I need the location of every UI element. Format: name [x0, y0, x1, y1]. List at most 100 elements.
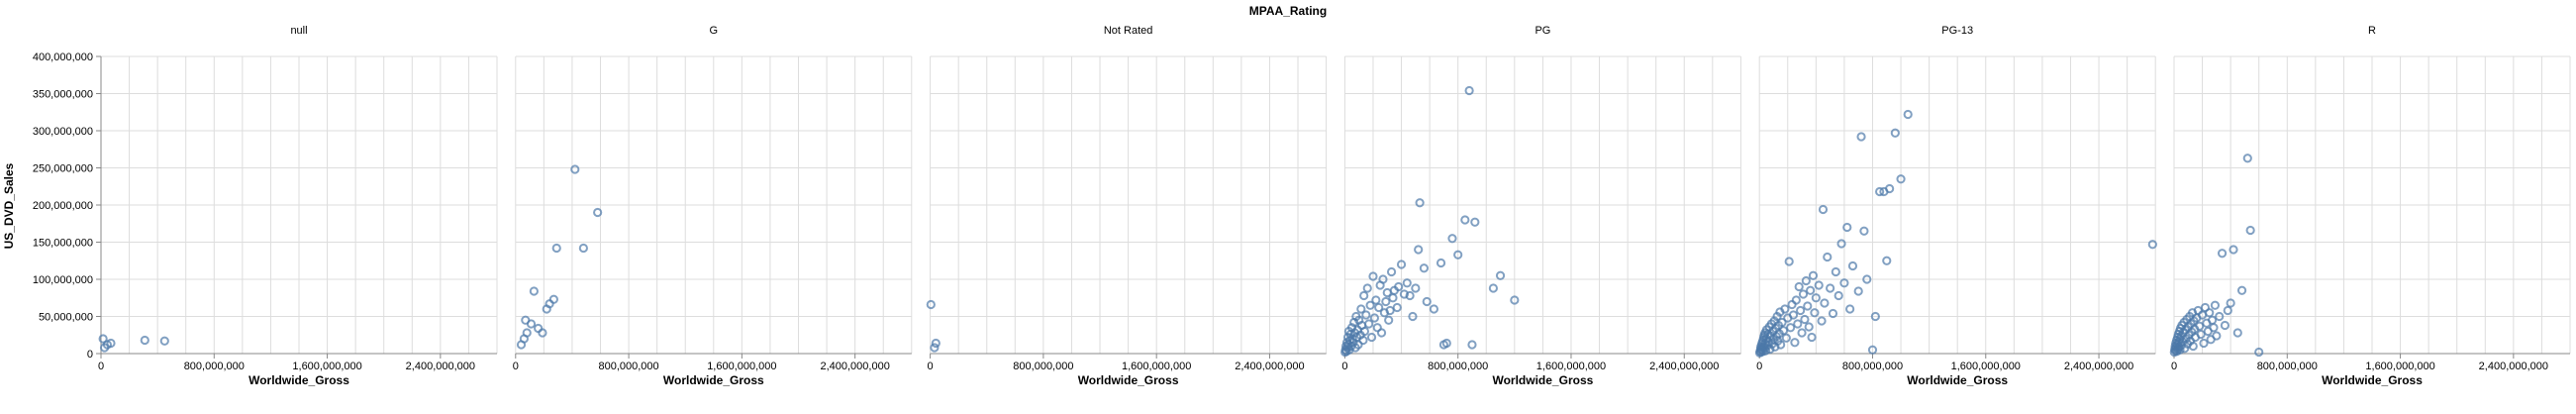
- facet-title: R: [2368, 25, 2376, 37]
- data-point: [1794, 281, 1804, 292]
- data-point: [1818, 204, 1829, 215]
- data-point: [1836, 239, 1846, 249]
- data-point: [2205, 308, 2215, 318]
- y-tick-label: 150,000,000: [33, 238, 93, 250]
- data-point: [2212, 331, 2222, 341]
- data-point: [1842, 222, 1852, 233]
- data-point: [1811, 293, 1821, 303]
- facet-title: Not Rated: [1104, 25, 1153, 37]
- data-point: [1415, 198, 1425, 208]
- data-point: [1833, 290, 1843, 301]
- data-point: [526, 319, 537, 329]
- data-point: [2188, 341, 2198, 352]
- y-axis-title: US_DVD_Sales: [2, 162, 16, 249]
- x-tick-label: 1,600,000,000: [1536, 361, 1606, 372]
- x-tick-label: 2,400,000,000: [2479, 361, 2548, 372]
- data-point: [1392, 302, 1402, 313]
- data-point: [1495, 270, 1506, 280]
- data-point: [1408, 311, 1418, 322]
- x-tick-label: 1,600,000,000: [1951, 361, 2021, 372]
- data-point: [529, 286, 539, 296]
- data-point: [1814, 280, 1824, 290]
- data-point: [1361, 310, 1371, 320]
- data-point: [1371, 295, 1381, 305]
- facet-title: null: [290, 25, 307, 37]
- facet-header-title: MPAA_Rating: [1249, 4, 1327, 18]
- x-tick-label: 800,000,000: [184, 361, 245, 372]
- data-point: [2217, 249, 2228, 259]
- y-tick-label: 400,000,000: [33, 52, 93, 63]
- x-tick-label: 800,000,000: [2257, 361, 2318, 372]
- data-point: [2242, 154, 2252, 163]
- data-point: [106, 338, 116, 349]
- data-point: [140, 335, 149, 346]
- data-point: [2209, 323, 2219, 333]
- data-point: [2210, 300, 2221, 310]
- data-point: [2220, 320, 2230, 331]
- y-tick-label: 300,000,000: [33, 126, 93, 138]
- data-point: [1429, 304, 1439, 314]
- data-point: [1364, 319, 1374, 329]
- data-point: [1780, 304, 1790, 314]
- x-axis-title: Worldwide_Gross: [2322, 373, 2423, 387]
- data-point: [1366, 332, 1377, 343]
- data-point: [1790, 338, 1800, 348]
- x-axis-title: Worldwide_Gross: [1907, 373, 2008, 387]
- data-point: [931, 338, 941, 349]
- data-point: [926, 299, 936, 310]
- data-point: [1875, 186, 1885, 197]
- data-point: [1826, 283, 1835, 293]
- data-point: [1839, 278, 1849, 288]
- data-point: [1510, 295, 1520, 305]
- data-point: [1867, 345, 1878, 355]
- facet-title: G: [710, 25, 719, 37]
- data-point: [1778, 326, 1789, 336]
- data-point: [1399, 289, 1410, 299]
- x-tick-label: 0: [1756, 361, 1762, 372]
- data-point: [1777, 317, 1787, 328]
- data-point: [1776, 340, 1786, 350]
- facet-title: PG-13: [1941, 25, 1973, 37]
- data-point: [1781, 333, 1791, 343]
- data-point: [1903, 109, 1913, 120]
- data-point: [1368, 271, 1378, 281]
- data-point: [1411, 283, 1421, 293]
- data-point: [1362, 283, 1372, 293]
- facet-panel-2: Not Rated 0 800,000,000 1,600,000,000 2,400,…: [926, 25, 1328, 387]
- facet-panel-4: PG-13 0 800,000,000 1,600,000,000 2,400,000,…: [1754, 25, 2157, 387]
- x-tick-label: 2,400,000,000: [2064, 361, 2133, 372]
- data-point: [98, 334, 108, 344]
- data-point: [1791, 295, 1801, 305]
- data-point: [1384, 315, 1394, 325]
- data-point: [1804, 322, 1814, 332]
- data-point: [1358, 335, 1368, 346]
- data-point: [1847, 260, 1858, 271]
- data-point: [1447, 234, 1457, 244]
- data-point: [1856, 132, 1866, 142]
- data-point: [2199, 338, 2209, 349]
- data-point: [548, 294, 558, 304]
- x-tick-label: 2,400,000,000: [820, 361, 889, 372]
- x-tick-label: 2,400,000,000: [1649, 361, 1719, 372]
- data-point: [159, 336, 169, 346]
- y-tick-label: 100,000,000: [33, 274, 93, 286]
- data-point: [1786, 323, 1796, 333]
- points-group: [1754, 109, 2157, 358]
- x-tick-label: 1,600,000,000: [707, 361, 776, 372]
- data-point: [1885, 183, 1895, 194]
- data-point: [1359, 290, 1369, 301]
- data-point: [1806, 285, 1816, 295]
- data-point: [570, 164, 580, 174]
- data-point: [1396, 259, 1407, 269]
- data-point: [1386, 266, 1397, 277]
- data-point: [1896, 174, 1906, 184]
- data-point: [2196, 329, 2206, 340]
- data-point: [2229, 245, 2238, 255]
- facets-group: null 0 800,000,000 1,600,000,000 2,400,000,0…: [33, 25, 2571, 387]
- y-tick-label: 200,000,000: [33, 200, 93, 212]
- data-point: [1414, 245, 1424, 255]
- data-point: [1376, 328, 1387, 338]
- data-point: [2175, 345, 2185, 355]
- points-group: [516, 164, 603, 350]
